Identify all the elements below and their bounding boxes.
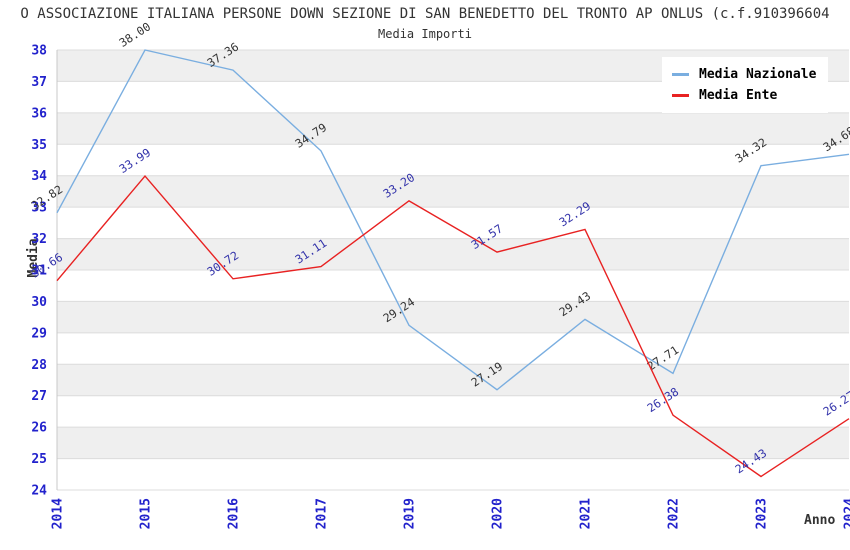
legend-swatch-media-ente [672, 94, 689, 97]
legend-item-media-ente[interactable]: Media Ente [672, 85, 816, 106]
y-tick-label: 34 [31, 169, 47, 184]
y-tick-label: 32 [31, 232, 47, 247]
legend-item-media-nazionale[interactable]: Media Nazionale [672, 64, 816, 85]
y-tick-label: 24 [31, 484, 47, 499]
legend-label-media-ente: Media Ente [699, 88, 778, 103]
grid-band [57, 364, 849, 396]
y-tick-label: 35 [31, 138, 47, 153]
x-tick-label: 2015 [139, 498, 154, 529]
x-axis-title: Anno [804, 513, 836, 528]
x-tick-label: 2017 [315, 498, 330, 529]
legend: Media Nazionale Media Ente [662, 57, 829, 113]
data-label: 33.99 [116, 145, 153, 176]
data-label: 38.00 [116, 19, 153, 50]
y-tick-label: 37 [31, 75, 47, 90]
grid-band [57, 427, 849, 459]
x-tick-label: 2019 [403, 498, 418, 529]
y-tick-label: 25 [31, 452, 47, 467]
x-tick-label: 2016 [227, 498, 242, 529]
y-tick-label: 27 [31, 389, 47, 404]
grid-band [57, 175, 849, 208]
grid-band [57, 301, 849, 333]
x-tick-label: 2014 [51, 498, 66, 529]
series-line-media-ente[interactable] [56, 174, 850, 478]
grid-band [57, 112, 849, 145]
chart-title: O ASSOCIAZIONE ITALIANA PERSONE DOWN SEZ… [20, 6, 830, 22]
x-tick-label: 2024 [843, 498, 850, 529]
x-tick-label: 2023 [755, 498, 770, 529]
y-tick-label: 31 [31, 264, 47, 279]
y-tick-label: 30 [31, 295, 47, 310]
y-tick-label: 29 [31, 326, 47, 341]
x-tick-label: 2021 [579, 498, 594, 529]
series-line-media-nazionale[interactable] [56, 49, 850, 391]
y-tick-label: 33 [31, 201, 47, 216]
x-tick-label: 2022 [667, 498, 682, 529]
grid-band [57, 238, 849, 270]
chart-subtitle: Media Importi [378, 27, 472, 41]
y-tick-label: 28 [31, 358, 47, 373]
y-tick-label: 38 [31, 44, 47, 59]
legend-swatch-media-nazionale [672, 73, 689, 76]
x-tick-label: 2020 [491, 498, 506, 529]
y-tick-label: 26 [31, 421, 47, 436]
y-tick-label: 36 [31, 106, 47, 121]
legend-label-media-nazionale: Media Nazionale [699, 67, 817, 82]
